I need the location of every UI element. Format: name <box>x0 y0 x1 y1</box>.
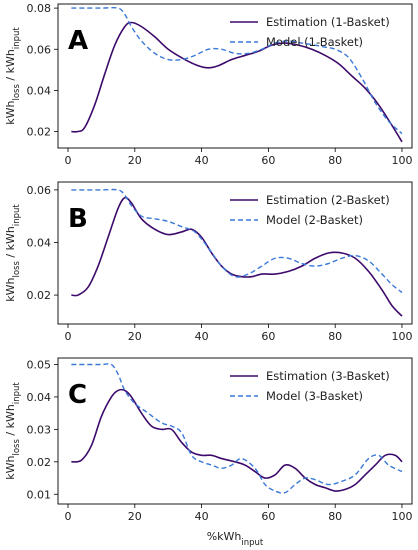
x-tick-label: 80 <box>328 510 342 523</box>
chart-panel-a: 0 20 40 60 80 100 0.02 0.04 0.06 0.08 kWhloss / kW… <box>4 2 412 167</box>
x-tick-label: 80 <box>328 154 342 167</box>
series-line-model <box>71 6 403 135</box>
x-tick-label: 80 <box>328 330 342 343</box>
plot-frame <box>57 3 413 149</box>
legend-label: Model (3-Basket) <box>266 389 363 403</box>
y-tick-label: 0.02 <box>27 289 52 302</box>
y-tick-label: 0.03 <box>27 423 52 436</box>
y-axis-label: kWhloss / kWhinput <box>4 204 22 302</box>
series-line-estimation <box>71 388 403 492</box>
x-tick-label: 0 <box>65 510 72 523</box>
x-tick-label: 60 <box>261 154 275 167</box>
series-line-estimation <box>71 196 403 317</box>
y-tick-label: 0.05 <box>27 358 52 371</box>
panel-letter: B <box>68 204 88 234</box>
y-tick-label: 0.06 <box>27 43 52 56</box>
y-tick-label: 0.02 <box>27 126 52 139</box>
x-tick-label: 40 <box>195 330 209 343</box>
x-tick-label: 20 <box>128 154 142 167</box>
y-axis-label: kWhloss / kWhinput <box>4 27 22 125</box>
x-tick-label: 100 <box>391 154 412 167</box>
y-axis-label: kWhloss / kWhinput <box>4 382 22 480</box>
x-tick-label: 40 <box>195 510 209 523</box>
series-line-estimation <box>71 21 403 143</box>
y-tick-label: 0.06 <box>27 184 52 197</box>
legend-label: Estimation (1-Basket) <box>266 15 390 29</box>
series-line-model <box>71 188 403 293</box>
x-tick-label: 100 <box>391 510 412 523</box>
panel-letter: A <box>68 26 88 56</box>
y-tick-label: 0.04 <box>27 84 52 97</box>
x-tick-label: 0 <box>65 154 72 167</box>
series-line-model <box>71 363 403 494</box>
x-tick-label: 60 <box>261 330 275 343</box>
plot-frame <box>57 181 413 325</box>
legend-label: Estimation (3-Basket) <box>266 369 390 383</box>
chart-panel-c: 0 20 40 60 80 100 0.01 0.02 0.03 0.04 0.05 kWhloss … <box>4 357 413 523</box>
y-tick-label: 0.01 <box>27 488 52 501</box>
x-tick-label: 20 <box>128 330 142 343</box>
panel-letter: C <box>68 380 87 410</box>
y-tick-label: 0.04 <box>27 236 52 249</box>
y-tick-label: 0.04 <box>27 391 52 404</box>
plot-frame <box>57 357 413 505</box>
x-tick-label: 60 <box>261 510 275 523</box>
chart-panel-b: 0 20 40 60 80 100 0.02 0.04 0.06 kWhloss / kWhinp… <box>4 181 413 343</box>
y-tick-label: 0.02 <box>27 456 52 469</box>
y-tick-label: 0.08 <box>27 2 52 15</box>
x-axis-label: %kWhinput <box>207 530 264 548</box>
legend-label: Model (2-Basket) <box>266 213 363 227</box>
x-tick-label: 0 <box>65 330 72 343</box>
x-tick-label: 100 <box>391 330 412 343</box>
legend-label: Estimation (2-Basket) <box>266 193 390 207</box>
legend-label: Model (1-Basket) <box>266 35 363 49</box>
x-tick-label: 40 <box>195 154 209 167</box>
x-tick-label: 20 <box>128 510 142 523</box>
